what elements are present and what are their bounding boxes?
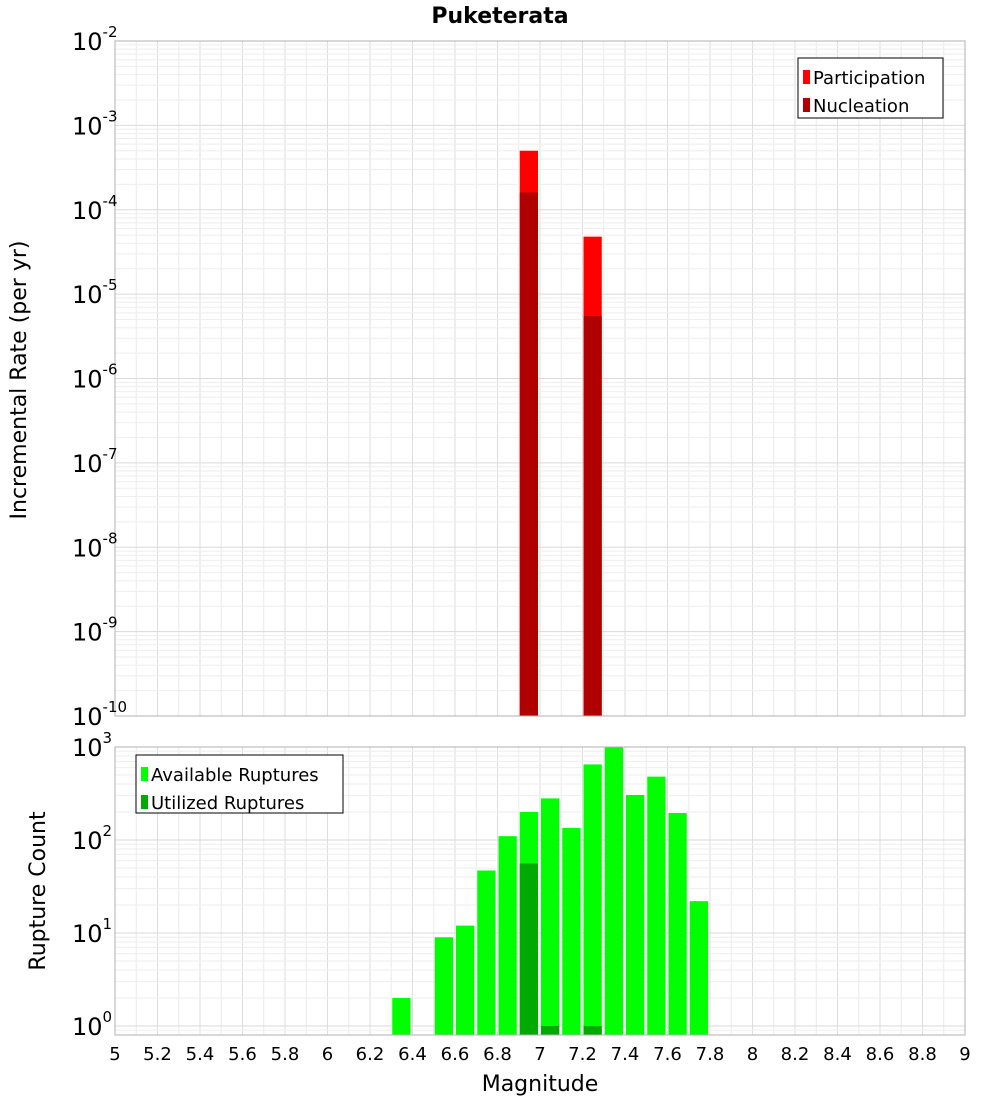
bottom-plot-bars xyxy=(392,747,708,1035)
bar-available-ruptures xyxy=(689,901,708,1035)
x-tick-label: 6 xyxy=(322,1044,333,1065)
x-tick-labels: 5 5.2 5.4 5.6 5.8 6 6.2 6.4 6.6 6.8 7 7.2 7.4 7.6 7.8 8… xyxy=(109,1044,970,1065)
chart-title: Puketerata xyxy=(431,4,568,29)
bar-utilized-ruptures xyxy=(541,1025,560,1035)
x-tick-label: 6.2 xyxy=(356,1044,385,1065)
x-tick-label: 8.8 xyxy=(908,1044,937,1065)
bar-available-ruptures xyxy=(477,870,496,1035)
x-tick-label: 9 xyxy=(959,1044,970,1065)
y-tick-label: 101 xyxy=(72,915,112,948)
x-tick-label: 5.4 xyxy=(186,1044,215,1065)
y-tick-label: 10-5 xyxy=(72,276,118,309)
x-tick-label: 7.4 xyxy=(611,1044,640,1065)
y-tick-label: 102 xyxy=(72,822,112,855)
x-tick-label: 7.2 xyxy=(568,1044,597,1065)
legend-swatch xyxy=(803,98,810,112)
y-tick-label: 10-9 xyxy=(72,614,118,647)
x-tick-label: 8.4 xyxy=(823,1044,852,1065)
x-tick-label: 7 xyxy=(534,1044,545,1065)
bar-available-ruptures xyxy=(541,798,560,1035)
top-plot-frame xyxy=(114,40,966,717)
y-tick-label: 10-2 xyxy=(72,23,118,56)
y-tick-label: 10-3 xyxy=(72,107,118,140)
x-tick-label: 7.6 xyxy=(653,1044,682,1065)
bar-available-ruptures xyxy=(456,925,475,1035)
x-tick-label: 8.6 xyxy=(866,1044,895,1065)
y-tick-label: 10-7 xyxy=(72,445,118,478)
x-tick-label: 8.2 xyxy=(781,1044,810,1065)
bar-available-ruptures xyxy=(392,997,411,1035)
bar-available-ruptures xyxy=(668,813,687,1035)
x-tick-label: 6.8 xyxy=(483,1044,512,1065)
bar-available-ruptures xyxy=(434,937,453,1035)
legend-swatch xyxy=(141,767,148,781)
bar-available-ruptures xyxy=(604,747,623,1035)
top-plot-bars xyxy=(519,150,602,717)
bar-nucleation xyxy=(519,192,538,717)
top-y-axis-label: Incremental Rate (per yr) xyxy=(7,241,32,520)
x-tick-label: 5.2 xyxy=(143,1044,172,1065)
y-tick-label: 10-10 xyxy=(72,698,127,731)
bar-available-ruptures xyxy=(626,794,645,1035)
legend-label: Available Ruptures xyxy=(151,765,319,786)
bottom-legend: Available Ruptures Utilized Ruptures xyxy=(135,754,344,814)
x-tick-label: 7.8 xyxy=(696,1044,725,1065)
y-tick-label: 103 xyxy=(72,729,112,762)
x-axis-label: Magnitude xyxy=(482,1072,599,1097)
y-tick-label: 10-8 xyxy=(72,529,118,562)
legend-box xyxy=(135,754,344,814)
legend-label: Nucleation xyxy=(813,96,909,117)
bar-available-ruptures xyxy=(647,776,666,1035)
x-tick-label: 5 xyxy=(109,1044,120,1065)
bar-utilized-ruptures xyxy=(583,1025,602,1035)
top-plot-grid xyxy=(114,41,966,717)
top-legend: Participation Nucleation xyxy=(797,57,944,119)
x-tick-label: 5.8 xyxy=(271,1044,300,1065)
bar-available-ruptures xyxy=(498,836,517,1035)
y-tick-label: 100 xyxy=(72,1008,112,1041)
y-tick-label: 10-6 xyxy=(72,361,118,394)
x-tick-label: 6.4 xyxy=(398,1044,427,1065)
legend-box xyxy=(797,57,944,119)
top-y-tick-labels: 10-10 10-9 10-8 10-7 10-6 10-5 10-4 10-3 10-2 xyxy=(72,23,127,731)
bottom-plot-frame xyxy=(114,746,966,1036)
legend-swatch xyxy=(803,70,810,84)
x-tick-label: 5.6 xyxy=(228,1044,257,1065)
y-tick-label: 10-4 xyxy=(72,192,118,225)
legend-label: Utilized Ruptures xyxy=(151,793,304,814)
bottom-y-tick-labels: 100 101 102 103 xyxy=(72,729,112,1041)
bar-nucleation xyxy=(583,316,602,716)
bottom-y-axis-label: Rupture Count xyxy=(26,811,51,971)
legend-label: Participation xyxy=(813,68,925,89)
legend-swatch xyxy=(141,795,148,809)
x-tick-label: 8 xyxy=(747,1044,758,1065)
bar-utilized-ruptures xyxy=(519,863,538,1035)
bar-available-ruptures xyxy=(583,764,602,1035)
x-tick-label: 6.6 xyxy=(441,1044,470,1065)
bar-available-ruptures xyxy=(562,827,581,1035)
